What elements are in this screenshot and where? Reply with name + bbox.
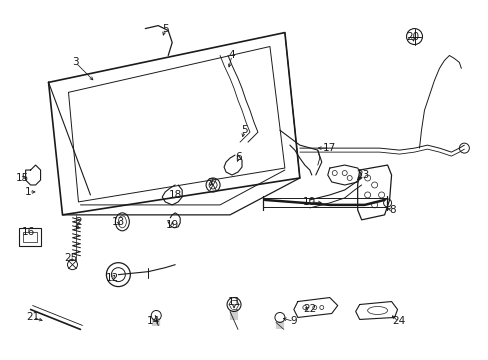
Text: 22: 22 <box>303 305 316 315</box>
Text: 1: 1 <box>25 187 32 197</box>
Text: 11: 11 <box>227 297 240 306</box>
Text: 4: 4 <box>228 50 235 60</box>
Text: 15: 15 <box>16 173 29 183</box>
Text: 6: 6 <box>235 152 242 162</box>
Text: 21: 21 <box>26 312 39 323</box>
Text: 18: 18 <box>168 190 182 200</box>
Text: 3: 3 <box>72 58 79 67</box>
Text: 23: 23 <box>355 170 368 180</box>
Text: 24: 24 <box>391 316 405 327</box>
Text: 9: 9 <box>290 316 297 327</box>
Bar <box>19 228 41 246</box>
Text: 10: 10 <box>303 197 316 207</box>
Text: 13: 13 <box>111 217 125 227</box>
Text: 17: 17 <box>323 143 336 153</box>
Text: 14: 14 <box>146 316 160 327</box>
Text: 2: 2 <box>75 217 81 227</box>
Text: 19: 19 <box>165 220 179 230</box>
Text: 16: 16 <box>22 227 35 237</box>
Bar <box>22 232 37 242</box>
Text: 20: 20 <box>405 32 418 41</box>
Text: 12: 12 <box>105 273 119 283</box>
Text: 25: 25 <box>64 253 77 263</box>
Text: 5: 5 <box>240 125 247 135</box>
Text: 8: 8 <box>388 205 395 215</box>
Text: 5: 5 <box>162 24 168 33</box>
Text: 7: 7 <box>206 178 213 188</box>
